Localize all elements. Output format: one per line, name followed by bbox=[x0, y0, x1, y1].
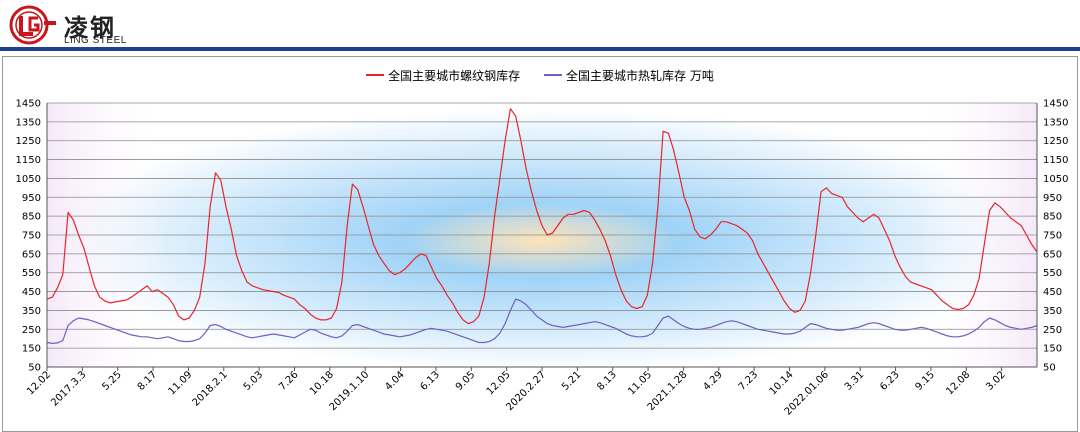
x-tick-label: 5.03 bbox=[242, 369, 266, 393]
y-tick-label-right: 1250 bbox=[1043, 136, 1068, 147]
x-tick-label: 3.02 bbox=[984, 369, 1008, 393]
brand-logo: 凌钢 LING STEEL bbox=[8, 4, 168, 46]
y-tick-label-right: 350 bbox=[1043, 306, 1062, 317]
ling-steel-logo-icon bbox=[9, 5, 56, 45]
x-tick-label: 10.18 bbox=[308, 369, 336, 397]
y-tick-label-left: 550 bbox=[22, 268, 41, 279]
legend-label-rebar: 全国主要城市螺纹钢库存 bbox=[388, 68, 521, 83]
y-tick-label-left: 250 bbox=[22, 325, 41, 336]
y-tick-label-left: 1050 bbox=[16, 174, 41, 185]
legend-swatch-hot-rolled bbox=[544, 74, 562, 76]
y-tick-label-right: 750 bbox=[1043, 231, 1062, 242]
y-tick-label-left: 950 bbox=[22, 193, 41, 204]
x-tick-label: 12.02 bbox=[25, 369, 53, 397]
x-tick-label: 9.05 bbox=[454, 369, 478, 393]
x-tick-label: 12.08 bbox=[944, 369, 972, 397]
legend-swatch-rebar bbox=[366, 74, 385, 76]
x-tick-label: 5.25 bbox=[100, 369, 124, 393]
y-tick-label-right: 650 bbox=[1043, 249, 1062, 260]
x-tick-label: 2018.2.1 bbox=[191, 369, 230, 408]
x-tick-label: 11.09 bbox=[167, 369, 195, 397]
y-tick-label-right: 150 bbox=[1043, 344, 1062, 355]
y-tick-label-right: 950 bbox=[1043, 193, 1062, 204]
y-tick-label-right: 1350 bbox=[1043, 117, 1068, 128]
y-tick-label-right: 450 bbox=[1043, 287, 1062, 298]
x-tick-label: 6.23 bbox=[878, 369, 902, 393]
chart-panel: 全国主要城市螺纹钢库存 全国主要城市热轧库存 万吨 50 50 150 150 2 bbox=[2, 56, 1078, 432]
x-tick-label: 8.13 bbox=[595, 369, 619, 393]
y-tick-label-left: 50 bbox=[28, 363, 41, 374]
x-tick-label: 2017.3.3 bbox=[49, 369, 88, 408]
y-tick-label-left: 150 bbox=[22, 344, 41, 355]
series-line-hot-rolled bbox=[46, 298, 1038, 344]
x-tick-label: 5.21 bbox=[560, 369, 584, 393]
chart-legend: 全国主要城市螺纹钢库存 全国主要城市热轧库存 万吨 bbox=[3, 65, 1077, 84]
x-tick-label: 4.29 bbox=[701, 369, 725, 393]
x-tick-label: 6.13 bbox=[419, 369, 443, 393]
y-tick-label-left: 850 bbox=[22, 212, 41, 223]
y-tick-label-left: 750 bbox=[22, 231, 41, 242]
y-tick-label-left: 1350 bbox=[16, 117, 41, 128]
x-tick-label: 12.05 bbox=[485, 369, 513, 397]
y-tick-label-left: 650 bbox=[22, 249, 41, 260]
x-tick-label: 9.15 bbox=[914, 369, 938, 393]
legend-item-hot-rolled: 全国主要城市热轧库存 万吨 bbox=[544, 67, 714, 84]
y-tick-label-right: 250 bbox=[1043, 325, 1062, 336]
y-tick-label-left: 1450 bbox=[16, 99, 41, 110]
series-line-rebar bbox=[46, 108, 1038, 325]
x-tick-label: 8.17 bbox=[136, 369, 160, 393]
brand-name-cn: 凌钢 bbox=[64, 14, 116, 42]
y-tick-label-left: 1150 bbox=[16, 155, 41, 166]
x-tick-label: 4.04 bbox=[383, 369, 407, 393]
y-tick-label-right: 1150 bbox=[1043, 155, 1068, 166]
y-tick-label-right: 1050 bbox=[1043, 174, 1068, 185]
y-tick-label-right: 850 bbox=[1043, 212, 1062, 223]
x-tick-label: 3.31 bbox=[843, 369, 867, 393]
y-tick-label-right: 1450 bbox=[1043, 99, 1068, 110]
y-tick-label-right: 50 bbox=[1043, 363, 1056, 374]
y-tick-label-right: 550 bbox=[1043, 268, 1062, 279]
x-tick-label: 11.05 bbox=[626, 369, 654, 397]
legend-item-rebar: 全国主要城市螺纹钢库存 bbox=[366, 67, 520, 84]
x-tick-label: 7.26 bbox=[277, 369, 301, 393]
y-tick-label-left: 450 bbox=[22, 287, 41, 298]
legend-label-hot-rolled: 全国主要城市热轧库存 万吨 bbox=[566, 68, 714, 83]
line-chart: 50 50 150 150 250 250 350 350 450 450 550 550 650 650… bbox=[16, 99, 1069, 418]
y-tick-label-left: 350 bbox=[22, 306, 41, 317]
x-tick-label: 7.23 bbox=[737, 369, 761, 393]
header-divider bbox=[0, 47, 1080, 51]
x-tick-label: 10.14 bbox=[768, 369, 796, 397]
brand-name-en: LING STEEL bbox=[64, 35, 127, 46]
y-tick-label-left: 1250 bbox=[16, 136, 41, 147]
